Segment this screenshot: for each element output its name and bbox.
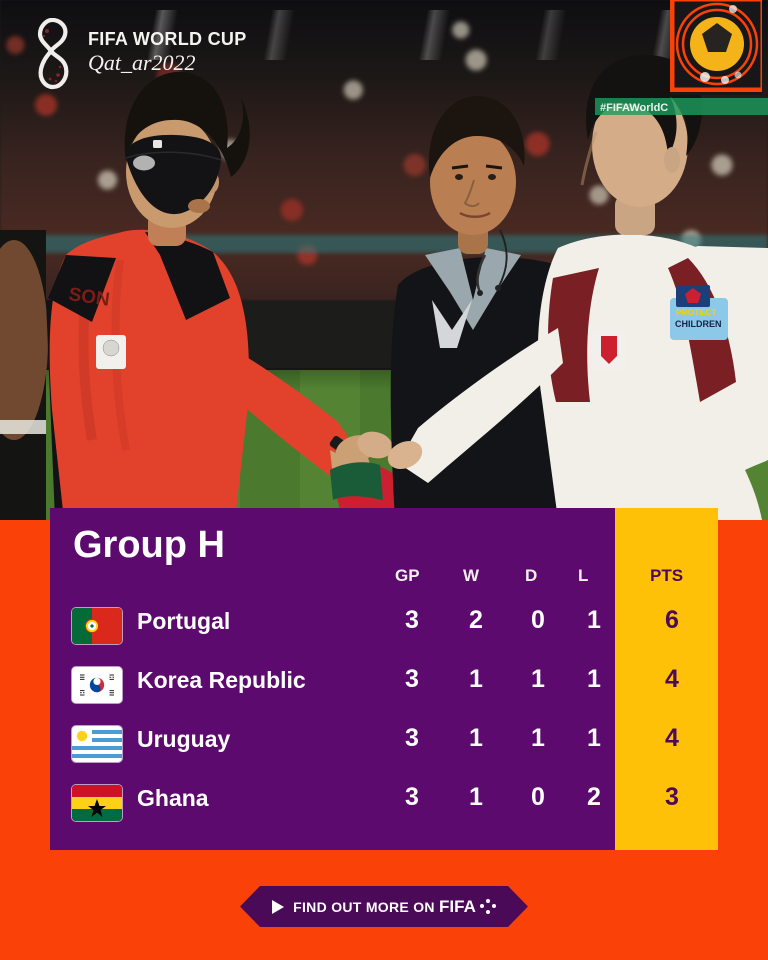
svg-text:PROTECT: PROTECT (676, 307, 717, 317)
svg-text:#FIFAWorldC: #FIFAWorldC (600, 102, 668, 114)
svg-text:CHILDREN: CHILDREN (675, 319, 722, 329)
